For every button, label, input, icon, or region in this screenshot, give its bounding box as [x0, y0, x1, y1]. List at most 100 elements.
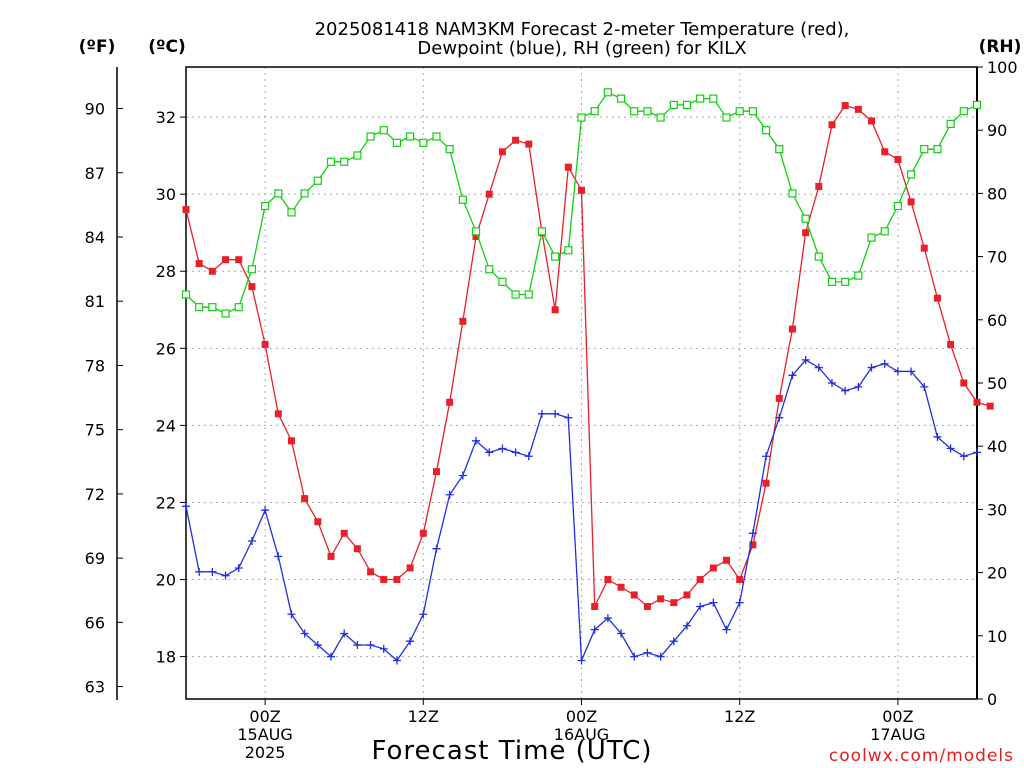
rh-point-12	[340, 157, 349, 166]
temperature-point-22	[472, 233, 480, 241]
temperature-point-43	[749, 541, 757, 549]
rh-point-44	[761, 126, 771, 135]
rh-point-33	[616, 94, 626, 103]
temperature-point-18	[419, 529, 427, 537]
celsius-tick-label-1: 20	[156, 571, 176, 590]
x-tick-label-0-0: 00Z	[249, 707, 280, 726]
dewpoint-point-12	[340, 629, 349, 638]
dewpoint-point-53	[880, 359, 889, 368]
dewpoint-point-13	[353, 641, 362, 650]
celsius-tick-label-2: 22	[156, 493, 176, 512]
dewpoint-point-41	[722, 625, 731, 634]
temperature-point-11	[327, 552, 335, 560]
dewpoint-point-4	[234, 563, 243, 572]
series-dewpoint	[182, 355, 981, 665]
dewpoint-point-16	[392, 656, 401, 665]
dewpoint-point-56	[920, 382, 929, 391]
dewpoint-point-31	[590, 625, 599, 634]
rh-point-47	[801, 214, 810, 223]
dewpoint-point-24	[498, 444, 507, 453]
temperature-point-57	[933, 294, 941, 302]
rh-point-42	[735, 107, 744, 116]
temperature-point-15	[380, 576, 388, 584]
dewpoint-point-54	[893, 367, 902, 376]
rh-point-38	[682, 100, 692, 110]
temperature-point-4	[235, 256, 243, 264]
dewpoint-point-15	[379, 644, 388, 653]
dewpoint-point-55	[907, 367, 916, 376]
rh-point-20	[445, 145, 454, 154]
x-tick-label-2-1: 16AUG	[554, 725, 609, 744]
fahrenheit-tick-label-4: 75	[85, 421, 105, 440]
dewpoint-point-5	[247, 537, 256, 545]
dewpoint-point-51	[854, 382, 863, 391]
temperature-point-36	[657, 595, 665, 603]
rh-point-50	[841, 277, 850, 286]
dewpoint-point-23	[485, 448, 494, 457]
dewpoint-point-49	[827, 379, 836, 387]
rh-point-31	[590, 107, 599, 116]
dewpoint-point-32	[603, 614, 612, 623]
dewpoint-point-10	[313, 641, 322, 650]
rh-tick-label-9: 90	[987, 121, 1007, 140]
dewpoint-point-17	[406, 637, 415, 646]
temperature-point-53	[881, 148, 889, 156]
temperature-point-38	[683, 591, 691, 599]
chart-title-line1: 2025081418 NAM3KM Forecast 2-meter Tempe…	[315, 19, 850, 40]
temperature-point-0	[182, 206, 190, 214]
dewpoint-point-28	[551, 409, 560, 418]
temperature-point-49	[828, 121, 836, 129]
series-temperature	[182, 102, 994, 611]
x-tick-label-3-0: 12Z	[724, 707, 755, 726]
temperature-point-42	[736, 576, 744, 584]
temperature-point-45	[775, 394, 783, 402]
rh-point-59	[959, 107, 968, 116]
axis-layer: 18 20 22 24 26 28 30 32 63 66 69 72 75 78 81 84 87 90 0 10 2…	[85, 58, 1018, 762]
dewpoint-point-33	[617, 629, 626, 638]
dewpoint-point-35	[643, 648, 652, 657]
rh-tick-label-4: 40	[987, 437, 1007, 456]
rh-point-22	[471, 227, 481, 236]
rh-point-28	[551, 252, 560, 261]
rh-point-7	[274, 189, 283, 198]
dewpoint-point-9	[300, 629, 309, 638]
dewpoint-point-20	[445, 490, 454, 499]
temperature-point-41	[723, 556, 731, 564]
rh-point-24	[498, 277, 507, 286]
rh-point-0	[181, 290, 191, 299]
dewpoint-point-40	[709, 598, 718, 607]
temperature-point-37	[670, 599, 678, 607]
rh-point-55	[906, 170, 916, 179]
rh-point-19	[432, 132, 441, 141]
dewpoint-point-37	[669, 637, 678, 646]
rh-tick-label-7: 70	[987, 248, 1007, 267]
temperature-point-28	[551, 306, 559, 314]
rh-point-58	[946, 119, 955, 128]
rh-point-60	[972, 100, 982, 110]
dewpoint-point-25	[511, 448, 520, 457]
rh-point-46	[788, 189, 797, 198]
dewpoint-point-0	[182, 502, 190, 511]
rh-point-36	[656, 113, 665, 122]
fahrenheit-tick-label-3: 72	[85, 485, 105, 504]
dewpoint-point-44	[762, 452, 771, 461]
unit-label-fahrenheit: (ºF)	[79, 37, 116, 57]
dewpoint-point-38	[682, 621, 691, 630]
dewpoint-point-8	[287, 610, 296, 619]
series-rh	[181, 88, 982, 318]
temperature-point-1	[195, 260, 203, 268]
dewpoint-point-2	[208, 567, 217, 576]
celsius-tick-label-5: 28	[156, 262, 176, 281]
fahrenheit-tick-label-1: 66	[85, 613, 105, 632]
unit-label-rh: (RH)	[979, 37, 1022, 57]
temperature-point-58	[947, 340, 955, 348]
temperature-point-3	[222, 256, 230, 264]
x-tick-label-1-0: 12Z	[408, 707, 439, 726]
rh-point-37	[669, 100, 678, 110]
fahrenheit-tick-label-0: 63	[85, 678, 105, 697]
temperature-point-44	[762, 479, 770, 487]
dewpoint-point-46	[788, 371, 797, 380]
temperature-point-16	[393, 576, 401, 584]
rh-point-15	[379, 126, 388, 135]
